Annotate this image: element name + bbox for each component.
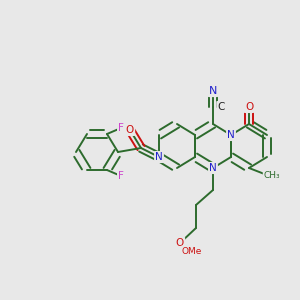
Text: C: C bbox=[217, 102, 225, 112]
Text: F: F bbox=[118, 171, 124, 181]
Text: N: N bbox=[155, 152, 163, 162]
Text: N: N bbox=[209, 86, 217, 96]
Text: N: N bbox=[227, 130, 235, 140]
Text: F: F bbox=[118, 123, 124, 133]
Text: O: O bbox=[126, 125, 134, 135]
Text: O: O bbox=[176, 238, 184, 248]
Text: N: N bbox=[209, 163, 217, 173]
Text: CH₃: CH₃ bbox=[264, 170, 280, 179]
Text: OMe: OMe bbox=[182, 247, 202, 256]
Text: O: O bbox=[245, 102, 253, 112]
